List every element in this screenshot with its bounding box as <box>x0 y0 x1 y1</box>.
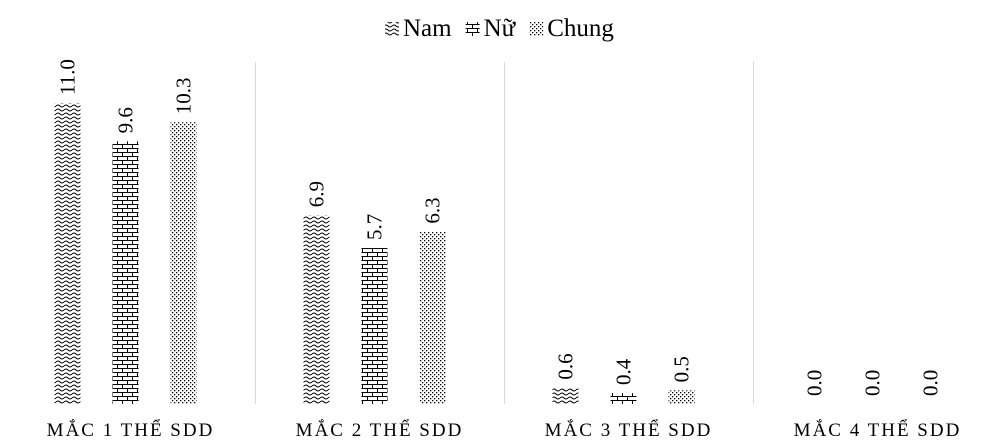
value-label-nam-2: 6.9 <box>305 181 329 207</box>
value-label-chung-2: 6.3 <box>421 197 445 223</box>
legend-swatch-chung <box>529 22 544 36</box>
bar-chung-1 <box>170 122 197 404</box>
bar-nu-1 <box>112 141 139 404</box>
legend: Nam Nữ Chung <box>385 15 614 42</box>
bar-nu-2 <box>361 248 388 404</box>
value-label-chung-3: 0.5 <box>670 356 694 382</box>
legend-swatch-nam <box>385 22 399 36</box>
value-labels: 11.0 9.6 10.3 6.9 5.7 6.3 0.6 0.4 0.5 0.0 0.0 0.0 <box>56 59 943 396</box>
bar-chung-3 <box>668 390 695 404</box>
category-label-4: MẮC 4 THỂ SDD <box>794 419 962 441</box>
value-label-nam-4: 0.0 <box>803 370 827 396</box>
category-label-1: MẮC 1 THỂ SDD <box>47 419 215 441</box>
value-label-chung-1: 10.3 <box>172 77 196 114</box>
value-label-nu-3: 0.4 <box>612 358 636 385</box>
category-labels: MẮC 1 THỂ SDD MẮC 2 THỂ SDD MẮC 3 THỂ SDD M… <box>47 419 962 441</box>
bar-nam-1 <box>54 103 81 404</box>
bars <box>54 103 695 404</box>
group-separators <box>255 62 754 404</box>
bar-nu-3 <box>610 393 637 404</box>
legend-swatch-nu <box>465 22 480 36</box>
category-label-2: MẮC 2 THỂ SDD <box>296 419 464 441</box>
value-label-nu-2: 5.7 <box>363 214 387 240</box>
value-label-nam-1: 11.0 <box>56 59 80 95</box>
bar-chung-2 <box>419 231 446 404</box>
value-label-chung-4: 0.0 <box>919 370 943 396</box>
legend-label-nam: Nam <box>403 15 452 42</box>
category-label-3: MẮC 3 THỂ SDD <box>545 419 713 441</box>
value-label-nu-1: 9.6 <box>114 107 138 133</box>
bar-nam-3 <box>552 387 579 404</box>
bar-nam-2 <box>303 215 330 404</box>
legend-label-chung: Chung <box>547 15 614 42</box>
value-label-nu-4: 0.0 <box>861 370 885 396</box>
legend-label-nu: Nữ <box>484 15 517 42</box>
value-label-nam-3: 0.6 <box>554 353 578 379</box>
